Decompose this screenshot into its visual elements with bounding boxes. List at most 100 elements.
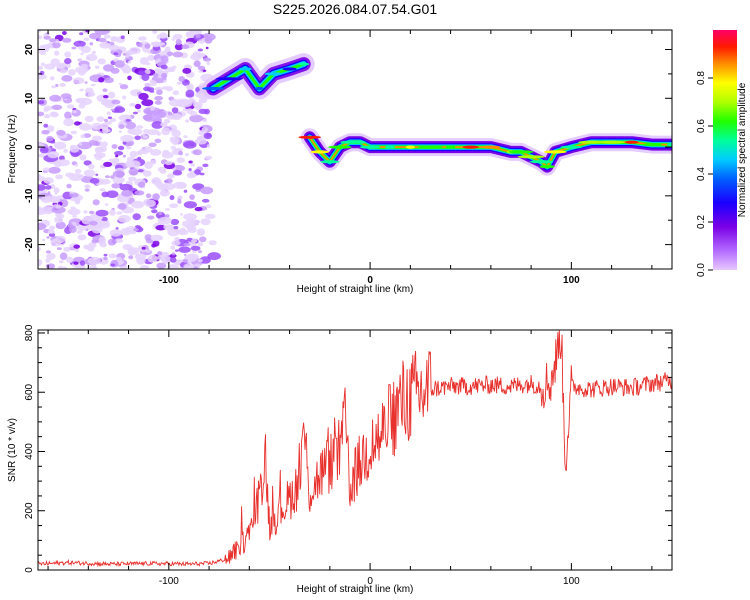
noise-blob <box>99 242 107 248</box>
upper-track-hotspot <box>215 77 243 81</box>
noise-blob <box>193 60 201 68</box>
noise-blob <box>76 230 83 234</box>
noise-blob <box>114 151 124 156</box>
main-track-hotspot <box>328 145 352 149</box>
noise-blob <box>64 58 72 65</box>
noise-blob <box>38 65 44 70</box>
noise-blob <box>110 175 115 179</box>
noise-blob <box>45 44 53 49</box>
noise-blob <box>63 118 74 127</box>
noise-blob <box>204 35 208 38</box>
noise-blob <box>40 62 46 66</box>
noise-blob <box>183 189 188 193</box>
noise-blob <box>85 53 98 62</box>
upper-track-hotspot <box>238 67 252 71</box>
noise-blob <box>169 257 177 263</box>
noise-blob <box>38 174 42 178</box>
noise-blob <box>51 41 61 49</box>
noise-blob <box>108 158 113 162</box>
heatmap-ytick-label: 20 <box>24 44 35 56</box>
noise-blob <box>65 172 75 178</box>
noise-blob <box>89 220 98 226</box>
noise-blob <box>129 150 138 158</box>
noise-blob <box>49 225 56 231</box>
noise-blob <box>58 213 65 219</box>
noise-blob <box>38 222 47 231</box>
noise-blob <box>150 106 155 111</box>
noise-blob <box>43 167 50 172</box>
main-track-hotspot <box>320 160 340 164</box>
noise-blob <box>122 65 132 74</box>
noise-blob <box>205 46 209 50</box>
noise-blob <box>77 46 83 50</box>
noise-blob <box>55 204 62 209</box>
noise-blob <box>70 206 76 210</box>
noise-blob <box>93 153 99 157</box>
noise-blob <box>192 164 196 167</box>
noise-blob <box>84 184 91 189</box>
noise-blob <box>152 73 159 77</box>
noise-blob <box>202 163 209 168</box>
noise-blob <box>121 189 133 197</box>
upper-track <box>202 53 315 100</box>
noise-blob <box>43 177 54 184</box>
noise-blob <box>71 109 81 117</box>
noise-blob <box>84 81 88 84</box>
noise-blob <box>172 170 183 176</box>
noise-blob <box>177 229 189 236</box>
noise-blob <box>103 256 108 261</box>
noise-blob <box>95 173 99 176</box>
noise-blob <box>44 114 51 119</box>
noise-blob <box>61 37 72 43</box>
noise-blob <box>192 149 202 156</box>
noise-blob <box>203 57 211 62</box>
noise-blob <box>197 48 204 52</box>
noise-blob <box>159 42 166 46</box>
noise-blob <box>46 236 50 239</box>
noise-blob <box>114 238 124 244</box>
noise-blob <box>161 151 174 159</box>
noise-blob <box>171 38 175 41</box>
noise-blob <box>177 199 182 204</box>
noise-blob <box>114 60 125 68</box>
noise-blob <box>196 228 206 236</box>
noise-blob <box>151 177 162 185</box>
noise-blob <box>79 88 84 92</box>
noise-blob <box>73 244 80 249</box>
noise-blob <box>61 75 73 82</box>
main-track-hotspot <box>481 145 501 149</box>
noise-blob <box>50 238 62 247</box>
noise-blob <box>145 193 152 198</box>
noise-blob <box>101 98 110 106</box>
noise-blob <box>171 252 176 256</box>
noise-blob <box>169 203 179 209</box>
noise-blob <box>64 111 72 119</box>
heatmap-xtick-label: -100 <box>159 275 179 286</box>
noise-blob <box>91 135 103 141</box>
snr-ytick-label: 600 <box>24 383 35 400</box>
noise-blob <box>131 200 145 209</box>
noise-blob <box>192 183 205 190</box>
noise-blob <box>97 58 106 65</box>
snr-ylabel: SNR (10 * v/v) <box>7 418 18 482</box>
noise-blob <box>187 223 193 226</box>
noise-blob <box>150 234 163 242</box>
main-track-hotspot <box>405 145 415 149</box>
noise-blob <box>106 190 119 198</box>
noise-blob <box>205 213 216 220</box>
noise-blob <box>98 236 106 244</box>
noise-blob <box>111 144 118 149</box>
noise-blob <box>66 256 74 263</box>
noise-blob <box>59 252 68 260</box>
colorbar-gradient <box>713 30 737 270</box>
noise-blob <box>197 65 206 71</box>
noise-blob <box>87 91 96 97</box>
noise-blob <box>186 261 192 264</box>
noise-blob <box>146 107 161 115</box>
noise-blob <box>115 154 119 158</box>
noise-blob <box>49 76 55 81</box>
noise-blob <box>160 122 168 127</box>
noise-blob <box>134 253 147 261</box>
noise-blob <box>161 72 168 79</box>
noise-blob <box>108 44 120 51</box>
